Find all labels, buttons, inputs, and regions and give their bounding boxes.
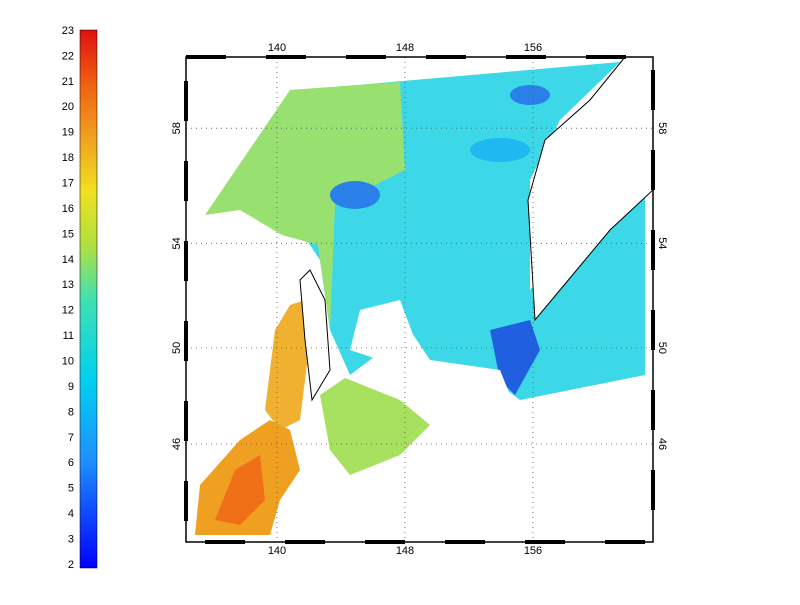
colorbar-label: 18 [62, 152, 74, 164]
lat-label: 50 [171, 342, 183, 354]
colorbar-label: 17 [62, 177, 74, 189]
lat-label: 46 [171, 438, 183, 450]
lon-label: 140 [268, 545, 286, 557]
lat-label: 58 [171, 122, 183, 134]
lat-label: 46 [656, 438, 668, 450]
lon-label: 148 [396, 42, 414, 54]
colorbar-label: 22 [62, 50, 74, 62]
colorbar-label: 7 [68, 432, 74, 444]
lon-label: 148 [396, 545, 414, 557]
colorbar-label: 6 [68, 457, 74, 469]
lat-label: 50 [656, 342, 668, 354]
colorbar-label: 14 [62, 254, 74, 266]
map-frame [185, 56, 654, 543]
lat-label: 58 [656, 122, 668, 134]
colorbar-label: 5 [68, 483, 74, 495]
colorbar-label: 8 [68, 406, 74, 418]
colorbar-label: 11 [63, 330, 74, 342]
colorbar-label: 21 [62, 76, 74, 88]
colorbar-label: 4 [68, 508, 74, 520]
colorbar-label: 3 [68, 533, 74, 545]
colorbar-label: 12 [62, 305, 74, 317]
colorbar-label: 20 [62, 101, 74, 113]
colorbar-label: 9 [68, 381, 74, 393]
colorbar-label: 15 [62, 228, 74, 240]
colorbar-label: 13 [62, 279, 74, 291]
colorbar-label: 16 [62, 203, 74, 215]
graticule [186, 57, 653, 542]
colorbar-label: 23 [62, 25, 74, 37]
lon-label: 156 [524, 545, 542, 557]
lat-label: 54 [171, 237, 183, 249]
colorbar [79, 29, 98, 569]
lon-label: 156 [524, 42, 542, 54]
colorbar-label: 2 [68, 559, 74, 571]
colorbar-label: 19 [62, 127, 74, 139]
map-field [186, 57, 653, 542]
colorbar-label: 10 [62, 355, 74, 367]
lon-label: 140 [268, 42, 286, 54]
lat-label: 54 [656, 237, 668, 249]
